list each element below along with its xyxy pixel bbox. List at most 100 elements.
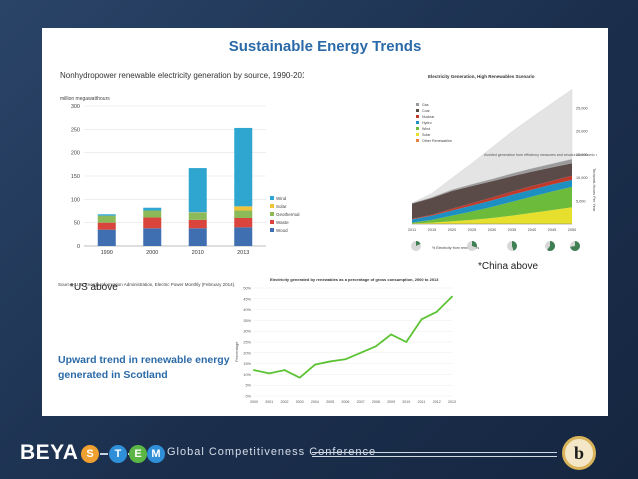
cn-area-avoided	[411, 89, 573, 204]
sc-point	[359, 351, 362, 354]
us-bar-segment	[234, 206, 253, 211]
cn-chart-ylabel: Terawatt-Hours Per Year	[592, 168, 597, 212]
sc-point	[420, 318, 423, 321]
sc-xtick-label: 2009	[387, 400, 395, 404]
cn-pie-slice	[472, 241, 477, 248]
us-bar-segment	[188, 219, 207, 229]
sc-xtick-label: 2005	[326, 400, 334, 404]
us-chart-source: Source: U.S. Energy Information Administ…	[58, 282, 235, 287]
cn-legend-label: Gas	[422, 103, 429, 107]
cn-chart-title: Electricity Generation, High Renewables …	[428, 74, 535, 79]
us-bar-segment	[143, 217, 162, 229]
us-bar-segment	[97, 229, 116, 246]
cn-legend-label: Nuclear	[422, 115, 435, 119]
us-ytick-label: 250	[71, 127, 80, 133]
cn-legend-swatch	[416, 133, 419, 136]
cn-pie-slice	[512, 241, 517, 251]
footer-line	[312, 452, 557, 457]
cn-xtick-label: 2045	[548, 228, 556, 232]
us-ytick-label: 0	[77, 244, 80, 250]
sc-point	[374, 345, 377, 348]
us-bar-segment	[188, 228, 207, 246]
sc-xtick-label: 2007	[357, 400, 365, 404]
us-caption: *US above	[70, 282, 118, 293]
cn-xtick-label: 2020	[448, 228, 456, 232]
cn-area-coal	[412, 163, 572, 219]
us-ytick-label: 300	[71, 104, 80, 110]
cn-legend-label: Solar	[422, 133, 431, 137]
sc-ytick-label: 40%	[243, 308, 251, 312]
stem-m-badge: M	[147, 445, 165, 463]
scotland-renewables-chart: Electricity generated by renewables as a…	[234, 277, 456, 404]
scotland-text: Upward trend in renewable energy generat…	[58, 354, 230, 381]
cn-pie-slice	[570, 241, 580, 251]
cn-legend-swatch	[416, 121, 419, 124]
sc-ytick-label: 25%	[243, 341, 251, 345]
us-xtick-label: 2000	[146, 250, 158, 256]
sc-xtick-label: 2006	[341, 400, 349, 404]
sc-xtick-label: 2000	[250, 400, 258, 404]
slide-panel: Sustainable Energy Trends Nonhydropower …	[42, 28, 608, 416]
cn-xtick-label: 2015	[428, 228, 436, 232]
slide-title: Sustainable Energy Trends	[228, 38, 422, 55]
us-xtick-label: 2013	[237, 250, 249, 256]
cn-legend-label: Coal	[422, 109, 430, 113]
us-ytick-label: 200	[71, 151, 80, 157]
us-renewables-chart: Nonhydropower renewable electricity gene…	[58, 71, 304, 287]
sc-point	[329, 360, 332, 363]
sc-xtick-label: 2008	[372, 400, 380, 404]
sc-point	[451, 295, 453, 298]
cn-pie-slice	[547, 241, 555, 252]
cn-legend-swatch	[416, 109, 419, 112]
us-legend-label: Wind	[276, 196, 287, 201]
us-legend-swatch	[270, 220, 274, 224]
china-generation-chart: Electricity Generation, High Renewables …	[408, 74, 597, 252]
sc-xtick-label: 2004	[311, 400, 319, 404]
cn-ytick-label: 25,000	[576, 107, 588, 111]
us-bar-segment	[234, 227, 253, 246]
us-xtick-label: 2010	[192, 250, 204, 256]
us-bar-segment	[97, 214, 116, 216]
us-legend-label: Solar	[276, 204, 287, 209]
cn-area-hydro	[412, 179, 572, 223]
stem-s-badge: S	[81, 445, 99, 463]
cn-annotation: Avoided generation from efficiency measu…	[484, 153, 597, 157]
cn-legend-swatch	[416, 139, 419, 142]
us-bar-segment	[143, 207, 162, 211]
us-chart-title: Nonhydropower renewable electricity gene…	[60, 71, 304, 80]
sc-point	[298, 376, 301, 379]
sc-point	[253, 369, 255, 371]
us-bar-segment	[143, 228, 162, 246]
cn-ytick-label: 10,000	[576, 176, 588, 180]
cn-xtick-label: 2025	[468, 228, 476, 232]
cn-pie-slice	[416, 241, 421, 246]
us-bar-segment	[97, 215, 116, 223]
cn-area-gas	[412, 159, 572, 204]
us-bar-segment	[143, 210, 162, 218]
sc-ytick-label: 15%	[243, 362, 251, 366]
sc-ytick-label: 35%	[243, 319, 251, 323]
cn-pie-label: % Electricity from renewables	[432, 246, 479, 250]
stem-t-badge: T	[109, 445, 127, 463]
cn-xtick-label: 2050	[568, 228, 576, 232]
conference-name: Global Competitiveness Conference	[167, 446, 377, 458]
cn-xtick-label: 2040	[528, 228, 536, 232]
sc-ytick-label: 50%	[243, 287, 251, 291]
conference-logo: b	[562, 436, 596, 470]
us-legend-label: Waste	[276, 220, 289, 225]
sc-xtick-label: 2010	[402, 400, 410, 404]
cn-area-wind	[412, 186, 572, 224]
us-bar-segment	[188, 168, 207, 213]
sc-ytick-label: 5%	[246, 384, 252, 388]
us-bar-segment	[188, 212, 207, 220]
sc-xtick-label: 2013	[448, 400, 456, 404]
sc-xtick-label: 2011	[418, 400, 426, 404]
us-bar-segment	[234, 218, 253, 228]
cn-ytick-label: 5,000	[576, 199, 586, 203]
sc-xtick-label: 2012	[433, 400, 441, 404]
us-legend-swatch	[270, 204, 274, 208]
cn-legend-swatch	[416, 115, 419, 118]
sc-xtick-label: 2002	[280, 400, 288, 404]
cn-legend-label: Other Renewables	[422, 139, 452, 143]
cn-legend-label: Hydro	[422, 121, 432, 125]
